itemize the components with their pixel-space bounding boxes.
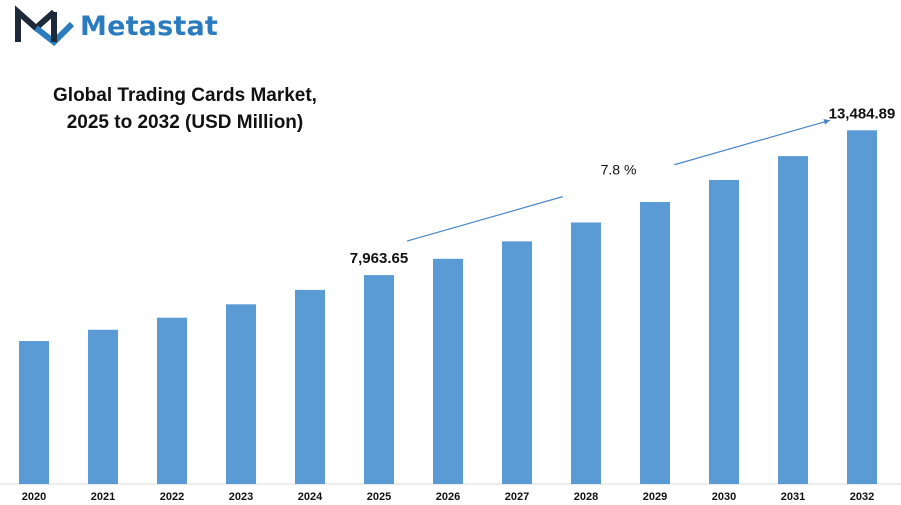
- x-tick-label: 2029: [643, 491, 667, 503]
- bar-2020: [19, 341, 49, 484]
- data-label-2032: 13,484.89: [829, 105, 896, 122]
- chart-title-line-2: 2025 to 2032 (USD Million): [66, 112, 304, 133]
- metastat-m-logo-icon: [15, 5, 74, 46]
- bar-2030: [709, 179, 739, 484]
- trend-line-right: [674, 119, 831, 166]
- x-tick-label: 2020: [22, 491, 46, 503]
- bar-2024: [295, 289, 325, 484]
- x-tick-label: 2031: [781, 491, 805, 503]
- trend-line-left: [406, 196, 563, 242]
- x-tick-label: 2024: [298, 491, 323, 503]
- data-label-2025: 7,963.65: [350, 250, 408, 267]
- brand-logo: Metastat: [14, 4, 218, 48]
- trend-arrowhead: [823, 119, 830, 125]
- bar-2031: [778, 156, 808, 485]
- brand-name: Metastat: [80, 10, 219, 42]
- bar-2021: [88, 329, 118, 484]
- bar-2025: [364, 275, 394, 484]
- x-tick-label: 2025: [367, 491, 391, 503]
- chart-title-line-1: Global Trading Cards Market,: [53, 85, 317, 106]
- x-tick-label: 2028: [574, 491, 598, 503]
- bar-2029: [640, 202, 670, 484]
- x-tick-label: 2026: [436, 491, 460, 503]
- bar-2023: [226, 304, 256, 484]
- x-tick-label: 2027: [505, 491, 529, 503]
- bar-2032: [847, 130, 877, 484]
- cagr-label: 7.8 %: [601, 162, 637, 178]
- x-tick-label: 2022: [160, 491, 184, 503]
- x-tick-label: 2023: [229, 491, 253, 503]
- bar-2028: [571, 222, 601, 484]
- x-tick-label: 2021: [91, 491, 115, 503]
- bar-2027: [502, 241, 532, 484]
- bar-2022: [157, 317, 187, 484]
- chart-title: Global Trading Cards Market, 2025 to 203…: [20, 82, 350, 136]
- x-tick-label: 2030: [712, 491, 736, 503]
- bar-2026: [433, 258, 463, 484]
- x-tick-label: 2032: [850, 491, 874, 503]
